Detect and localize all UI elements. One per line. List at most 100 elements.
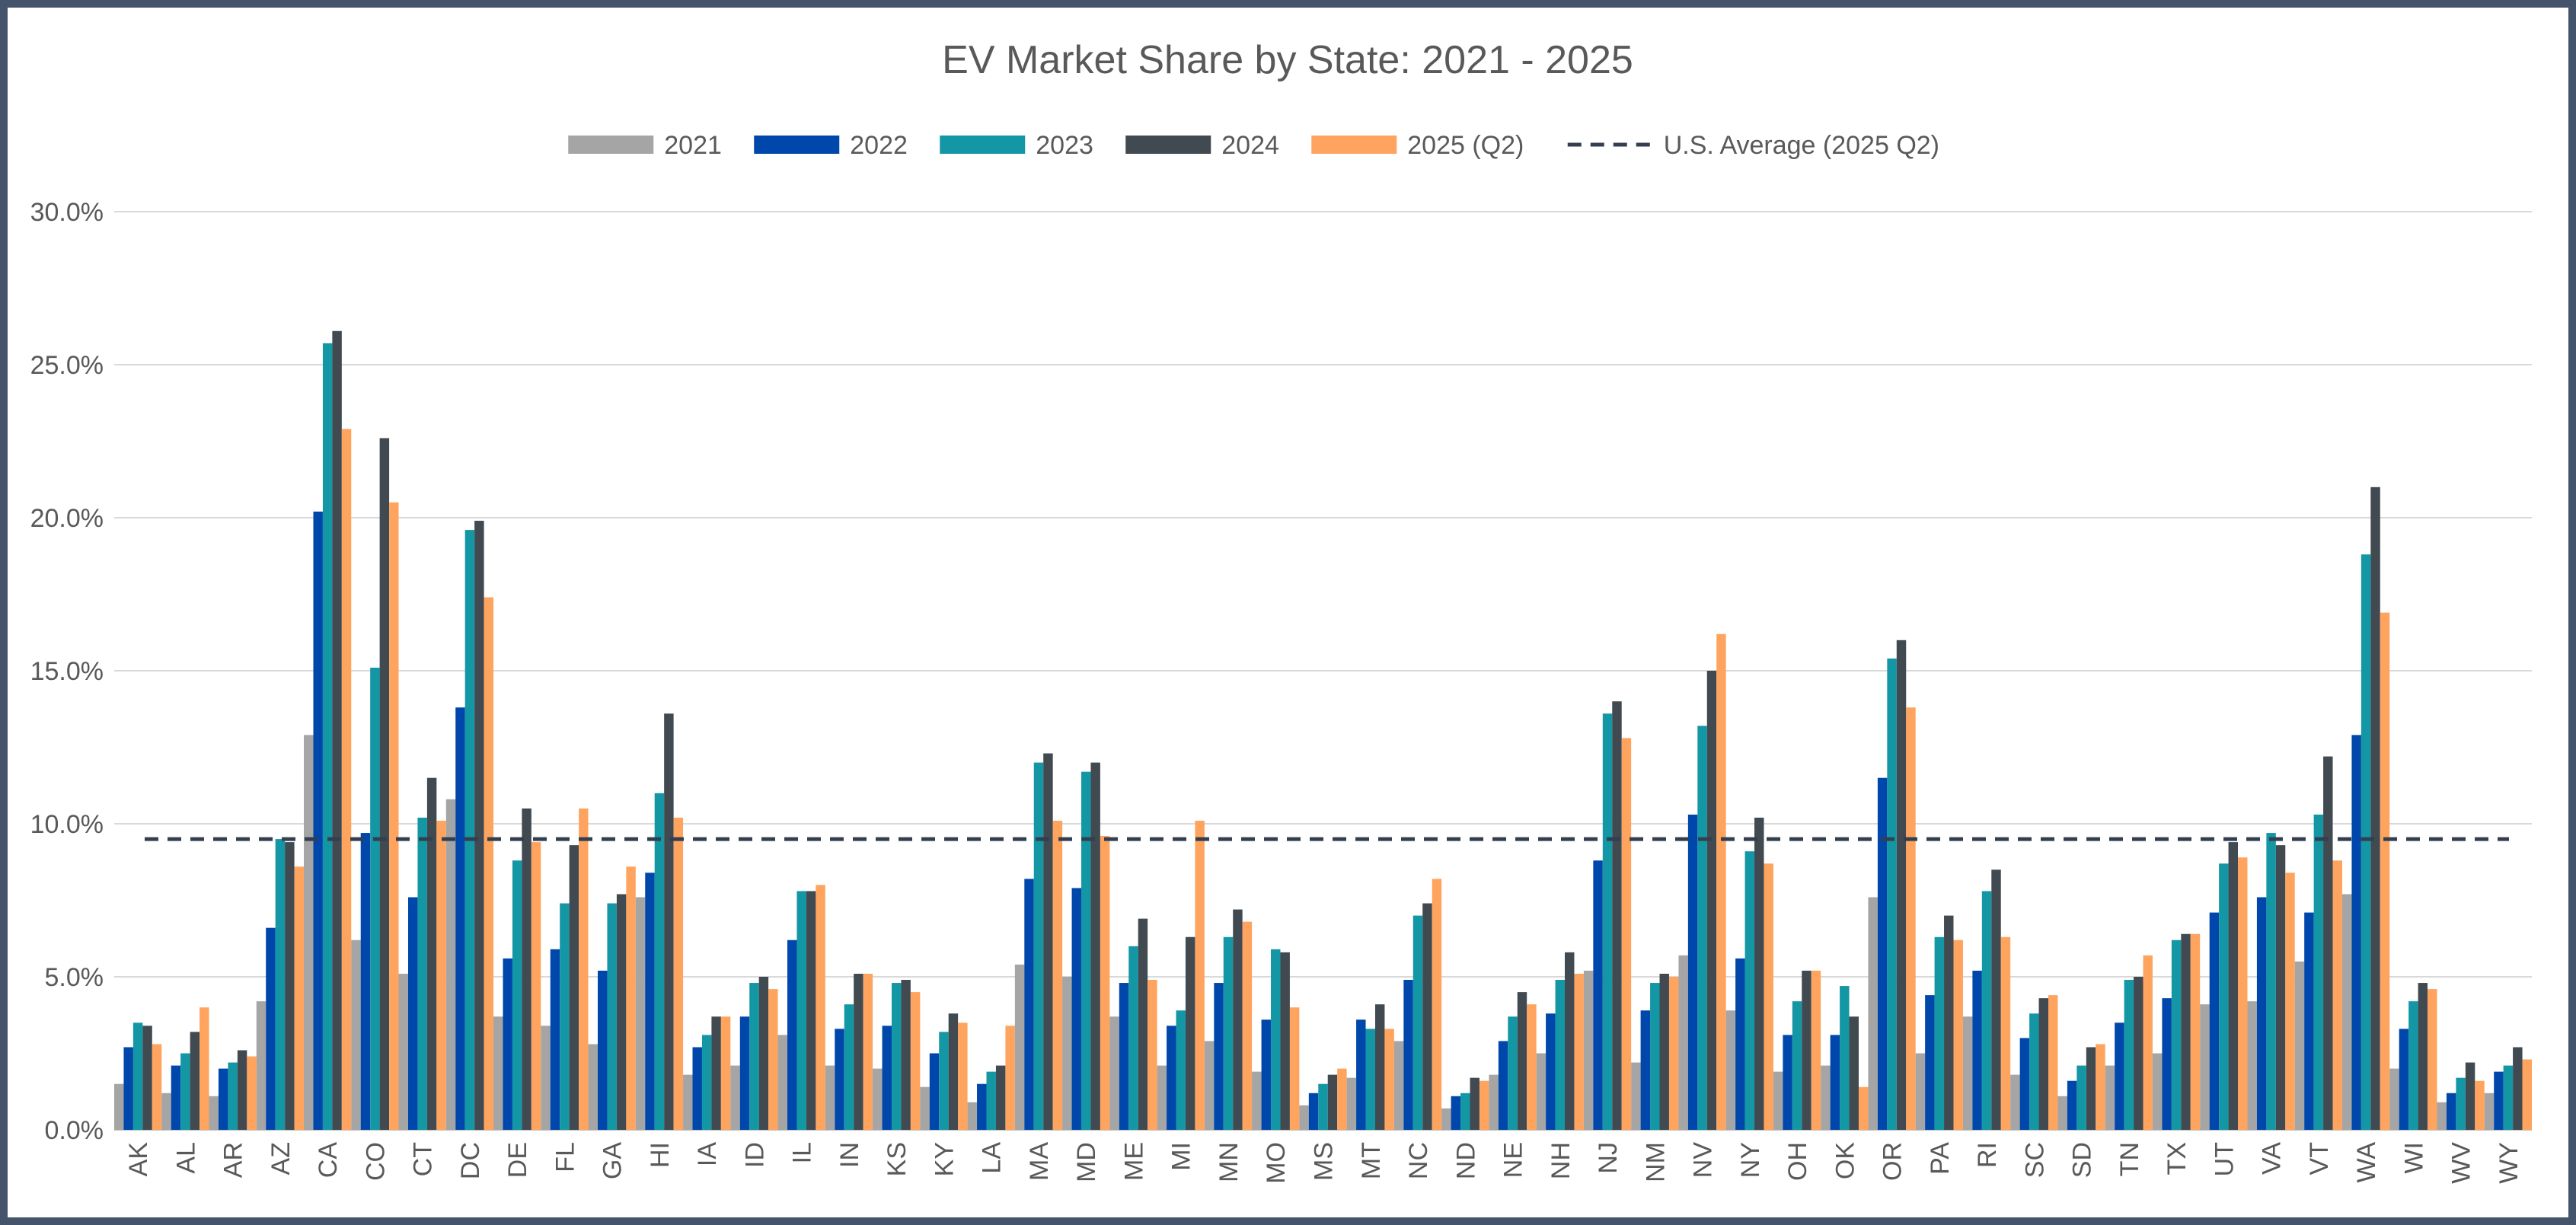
bar-sd-2021 (2057, 1096, 2067, 1130)
bar-la-2024 (995, 1065, 1006, 1130)
bar-pa-2023 (1934, 936, 1945, 1130)
bar-wa-2022 (2351, 735, 2361, 1130)
x-tick-label-va: VA (2258, 1142, 2287, 1175)
x-tick-label-nc: NC (1404, 1142, 1433, 1179)
bar-id-2023 (749, 983, 759, 1130)
bar-az-2021 (256, 1001, 267, 1130)
x-tick-label-ky: KY (930, 1142, 959, 1176)
bar-ct-2021 (398, 973, 408, 1130)
bar-ne-2023 (1508, 1016, 1518, 1130)
bar-mn-2024 (1233, 909, 1243, 1130)
bar-fl-2022 (550, 949, 560, 1130)
bar-ms-2021 (1299, 1105, 1309, 1130)
bar-hi-2024 (664, 713, 674, 1130)
bar-wa-2023 (2361, 554, 2371, 1130)
bar-wy-2022 (2494, 1071, 2504, 1130)
bar-nv-2022 (1687, 814, 1698, 1130)
x-tick-label-sc: SC (2020, 1142, 2049, 1178)
bar-wv-2022 (2446, 1093, 2456, 1130)
x-tick-label-nh: NH (1547, 1142, 1575, 1179)
bar-il-2021 (777, 1035, 788, 1130)
legend: 2021 2022 2023 2024 2025 (Q2) U.S. Average (2… (568, 131, 1939, 160)
bar-tn-2024 (2134, 977, 2143, 1130)
x-tick-label-nv: NV (1689, 1142, 1718, 1179)
bar-id-2022 (739, 1016, 750, 1130)
bar-il-2023 (796, 891, 806, 1130)
bar-nd-2023 (1460, 1093, 1470, 1130)
bar-ms-2024 (1327, 1074, 1338, 1130)
x-tick-label-hi: HI (646, 1142, 675, 1168)
bar-mi-2024 (1185, 936, 1195, 1130)
bar-ca-2023 (322, 343, 333, 1130)
bar-tx-2023 (2171, 939, 2182, 1130)
bar-ok-2023 (1840, 986, 1850, 1130)
bar-ct-2022 (407, 897, 418, 1130)
bar-or-2021 (1868, 897, 1878, 1130)
bar-ma-2024 (1043, 753, 1053, 1130)
bar-wy-2024 (2513, 1047, 2523, 1130)
bar-co-2023 (370, 667, 380, 1130)
bar-vt-2023 (2313, 814, 2324, 1130)
bar-nc-2021 (1393, 1041, 1404, 1130)
bar-va-2024 (2275, 845, 2286, 1130)
bar-sc-2025-q2 (2048, 995, 2058, 1130)
bar-ga-2025-q2 (626, 866, 636, 1130)
x-tick-label-me: ME (1119, 1142, 1148, 1181)
bar-ri-2021 (1962, 1016, 1973, 1130)
bar-oh-2024 (1802, 970, 1811, 1130)
bar-ms-2025-q2 (1337, 1068, 1347, 1130)
bar-me-2025-q2 (1148, 980, 1157, 1130)
bar-ks-2023 (891, 983, 902, 1130)
y-tick-label: 0.0% (45, 1116, 104, 1145)
bar-ca-2021 (304, 735, 314, 1130)
bar-or-2022 (1877, 777, 1888, 1130)
bar-ar-2021 (209, 1096, 219, 1130)
bar-al-2023 (180, 1053, 190, 1130)
bar-wi-2022 (2399, 1029, 2409, 1130)
bar-fl-2024 (569, 845, 579, 1130)
x-tick-label-mt: MT (1357, 1142, 1386, 1179)
bar-ny-2023 (1744, 851, 1755, 1130)
bar-il-2024 (806, 891, 816, 1130)
x-tick-label-tn: TN (2115, 1142, 2144, 1176)
bar-ky-2025-q2 (958, 1022, 968, 1130)
bar-nh-2021 (1536, 1053, 1547, 1130)
bar-co-2024 (379, 438, 390, 1130)
bar-me-2021 (1109, 1016, 1119, 1130)
bar-pa-2022 (1925, 995, 1935, 1130)
bar-nd-2025-q2 (1479, 1080, 1489, 1130)
bar-mt-2022 (1356, 1019, 1366, 1130)
y-tick-label: 25.0% (30, 351, 104, 380)
bar-nm-2024 (1659, 973, 1669, 1130)
bar-ak-2022 (123, 1047, 133, 1130)
bar-vt-2024 (2323, 756, 2333, 1130)
bar-ak-2021 (114, 1083, 124, 1130)
x-tick-label-fl: FL (551, 1142, 579, 1172)
bar-md-2021 (1062, 977, 1072, 1130)
x-tick-label-ks: KS (883, 1142, 911, 1176)
bar-nv-2025-q2 (1716, 633, 1726, 1130)
bar-ky-2023 (939, 1032, 949, 1130)
bar-ny-2025-q2 (1764, 863, 1773, 1130)
bar-in-2023 (844, 1004, 854, 1130)
bar-va-2025-q2 (2285, 872, 2295, 1130)
bar-id-2025-q2 (768, 989, 778, 1130)
x-tick-label-sd: SD (2068, 1142, 2097, 1178)
bar-ky-2021 (920, 1086, 930, 1130)
bar-de-2024 (522, 808, 531, 1130)
bar-ar-2022 (218, 1068, 228, 1130)
bar-oh-2023 (1792, 1001, 1802, 1130)
bar-ga-2022 (598, 970, 608, 1130)
y-axis-ticks: 0.0% 5.0% 10.0% 15.0% 20.0% 25.0% 30.0% (30, 198, 104, 1145)
bar-nm-2021 (1631, 1062, 1641, 1130)
bar-nc-2024 (1422, 903, 1432, 1130)
legend-label-2022: 2022 (850, 131, 908, 160)
bar-va-2021 (2247, 1001, 2257, 1130)
bars (114, 330, 2532, 1130)
bar-ri-2023 (1981, 891, 1992, 1130)
bar-tn-2022 (2115, 1022, 2124, 1130)
bar-hi-2025-q2 (673, 817, 684, 1130)
bar-la-2025-q2 (1005, 1026, 1015, 1130)
bar-ut-2022 (2209, 912, 2220, 1130)
